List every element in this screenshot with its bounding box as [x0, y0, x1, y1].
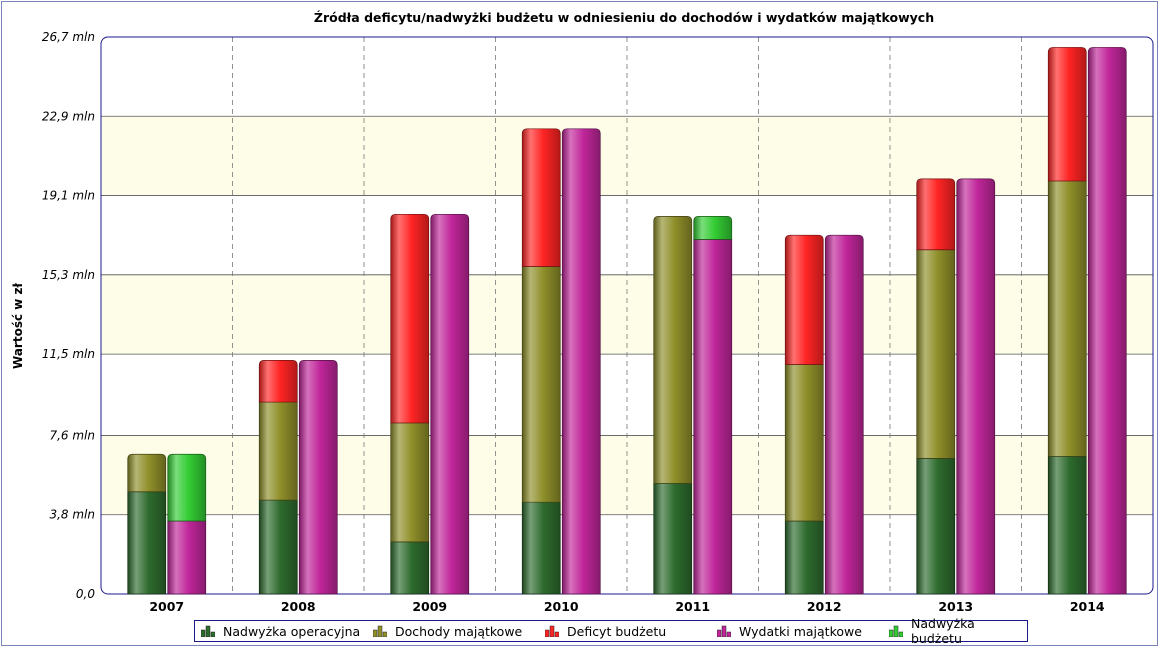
y-tick-labels: 0,0 3,8 mln 7,6 mln 11,5 mln 15,3 mln 19,1 ml… — [42, 30, 96, 601]
legend-item: Wydatki majątkowe — [707, 621, 879, 641]
bar-chart-icon — [373, 625, 387, 637]
x-tick-label: 2007 — [149, 599, 184, 614]
y-tick-label: 7,6 mln — [49, 428, 95, 442]
bar-segment — [561, 128, 601, 595]
bar-segment — [390, 213, 430, 424]
legend-item: Nadwyżka budżetu — [879, 616, 1027, 646]
bar-segment — [956, 178, 996, 595]
bar-segment — [430, 213, 470, 595]
bar-segment — [390, 541, 430, 595]
y-tick-label: 19,1 mln — [42, 189, 95, 203]
legend-label: Nadwyżka operacyjna — [223, 623, 361, 639]
x-tick-label: 2009 — [412, 599, 447, 614]
bar-segment — [916, 249, 956, 459]
plot-band — [101, 435, 1153, 515]
bar-segment — [167, 453, 207, 522]
legend-label: Nadwyżka budżetu — [911, 616, 975, 646]
x-tick-label: 2010 — [544, 599, 579, 614]
chart-title: Źródła deficytu/nadwyżki budżetu w odnie… — [314, 10, 934, 25]
x-tick-label: 2012 — [807, 599, 842, 614]
bar-segment — [1047, 180, 1087, 457]
bar-segment — [693, 239, 733, 595]
bar-segment — [127, 453, 167, 493]
bar-segment — [693, 216, 733, 240]
bar-segment — [521, 501, 561, 595]
bar-chart-icon — [717, 625, 731, 637]
bar-segment — [784, 234, 824, 365]
y-tick-label: 26,7 mln — [42, 30, 95, 44]
x-tick-label: 2011 — [675, 599, 710, 614]
x-tick-label: 2008 — [281, 599, 316, 614]
bar-segment — [521, 266, 561, 503]
bar-segment — [784, 364, 824, 522]
y-tick-label: 15,3 mln — [42, 268, 95, 282]
x-tick-labels: 2007 2008 2009 2010 2011 2012 2013 2014 — [149, 599, 1105, 614]
bar-segment — [784, 520, 824, 595]
bar-segment — [1047, 455, 1087, 595]
legend-label: Dochody majątkowe — [395, 623, 523, 639]
bar-segment — [916, 178, 956, 251]
bar-chart-icon — [889, 625, 903, 637]
bar-segment — [258, 360, 298, 403]
bar-segment — [1087, 47, 1127, 595]
bar-chart-icon — [545, 625, 559, 637]
bar-segment — [127, 491, 167, 595]
y-axis-label: Wartość w zł — [11, 282, 25, 368]
bar-segment — [258, 499, 298, 595]
plot-band — [101, 274, 1153, 355]
y-tick-label: 22,9 mln — [42, 109, 95, 123]
bar-segment — [521, 128, 561, 267]
bar-segment — [1047, 47, 1087, 182]
bar-chart-icon — [201, 625, 215, 637]
y-tick-label: 11,5 mln — [42, 347, 95, 361]
bar-segment — [167, 520, 207, 595]
bar-segment — [824, 234, 864, 595]
legend: Nadwyżka operacyjna Dochody majątkowe Defi… — [194, 616, 1028, 646]
y-tick-label: 3,8 mln — [49, 508, 95, 522]
bar-segment — [916, 458, 956, 595]
bar-segment — [258, 401, 298, 501]
y-tick-label: 0,0 — [76, 587, 95, 601]
bar-segment — [390, 422, 430, 543]
legend-item: Nadwyżka operacyjna — [195, 621, 363, 641]
legend-label: Deficyt budżetu — [567, 623, 667, 639]
legend-label: Wydatki majątkowe — [739, 623, 862, 639]
bar-segment — [653, 483, 693, 595]
bar-segment — [653, 216, 693, 484]
legend-item: Dochody majątkowe — [363, 621, 535, 641]
x-tick-label: 2013 — [938, 599, 973, 614]
x-tick-label: 2014 — [1070, 599, 1105, 614]
plot-border — [100, 36, 1154, 595]
chart-bars — [127, 47, 1127, 595]
legend-item: Deficyt budżetu — [535, 621, 707, 641]
bar-segment — [298, 360, 338, 595]
